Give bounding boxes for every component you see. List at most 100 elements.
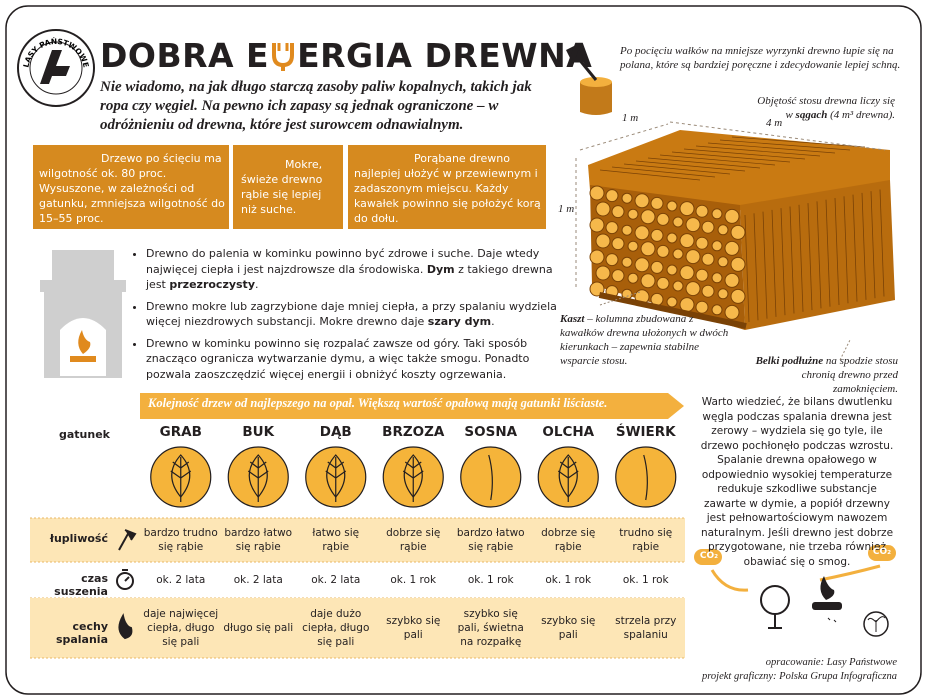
log-end xyxy=(634,225,650,241)
dimension-label: 1 m xyxy=(622,112,639,124)
log-side xyxy=(825,199,831,307)
log-end xyxy=(711,304,723,316)
log-end xyxy=(666,200,678,212)
log-end xyxy=(611,269,625,283)
log-top xyxy=(635,160,746,172)
log-end xyxy=(695,300,709,314)
log-end xyxy=(627,240,639,252)
log-side xyxy=(744,214,750,323)
leaf-icon xyxy=(488,454,493,501)
log-end xyxy=(701,284,715,298)
table-cell: dobrze się rąbie xyxy=(541,527,596,553)
table-cell: ok. 2 lata xyxy=(156,574,206,586)
info-box: Porąbane drewno najlepiej ułożyć w przew… xyxy=(348,145,546,229)
vein xyxy=(325,457,347,502)
log-side xyxy=(771,209,777,317)
log-side xyxy=(762,211,768,319)
hand xyxy=(122,569,130,582)
text-segment: sągach xyxy=(795,109,828,121)
log-end xyxy=(679,201,695,217)
log-end xyxy=(605,253,619,267)
beam xyxy=(598,292,747,330)
row-band xyxy=(30,598,685,658)
log-end xyxy=(717,288,729,300)
flame xyxy=(118,613,133,640)
intro: Nie wiadomo, na jak długo starczą zasoby… xyxy=(100,79,532,133)
title-part: DOBRA E xyxy=(100,36,270,75)
box-text: Mokre, świeże drewno rąbie się lepiej ni… xyxy=(241,158,323,216)
dimension-lines xyxy=(575,121,886,290)
log-end xyxy=(605,221,619,235)
log-end xyxy=(685,249,701,265)
log-end xyxy=(605,189,619,203)
species-name: SOSNA xyxy=(464,424,518,440)
log-end xyxy=(666,296,678,308)
kaszt-note: Kaszt – kolumna zbudowana z kawałków dre… xyxy=(560,312,730,368)
log-top xyxy=(647,157,761,169)
table-cell: ok. 1 rok xyxy=(622,574,669,586)
bullet: Drewno mokre lub zagrzybione daje mniej … xyxy=(146,299,566,330)
log-side xyxy=(780,208,786,316)
log-end xyxy=(650,196,664,210)
log-end xyxy=(730,256,746,272)
species-name: BUK xyxy=(242,424,275,440)
co2-cycle xyxy=(694,545,896,637)
species-name: ŚWIERK xyxy=(615,424,676,440)
log-end xyxy=(621,224,633,236)
table-cell: szybko się pali xyxy=(541,615,596,641)
fact-text: Warto wiedzieć, że bilans dwutlenku węgl… xyxy=(700,396,894,568)
table-cell: łatwo się rąbie xyxy=(312,527,360,553)
text-segment: Kaszt xyxy=(560,313,585,325)
bullet-list: Drewno do palenia w kominku powinno być … xyxy=(130,246,566,388)
log-end xyxy=(589,249,605,265)
log-end xyxy=(666,264,678,276)
leaf-icon xyxy=(325,454,347,502)
table-cell: trudno się rąbie xyxy=(619,527,673,553)
banner-text: Kolejność drzew od najlepszego na opał. … xyxy=(148,396,608,410)
log-end xyxy=(701,252,715,266)
log-end xyxy=(679,265,695,281)
text-segment: . xyxy=(255,278,259,291)
log-end xyxy=(717,256,729,268)
row-band xyxy=(30,518,685,562)
text-segment: Dym xyxy=(426,262,455,276)
log-end xyxy=(724,304,740,320)
log-top xyxy=(671,151,791,163)
row-icon xyxy=(116,569,134,590)
table-cell: ok. 1 rok xyxy=(390,574,437,586)
log-end xyxy=(717,224,729,236)
title: DOBRA E ERGIA DREWNA xyxy=(100,36,592,75)
table-cell: ok. 1 rok xyxy=(545,574,592,586)
log-end xyxy=(685,217,701,233)
leaf-icon xyxy=(557,454,579,502)
row-label: łupliwość xyxy=(49,532,108,545)
log-end xyxy=(640,209,656,225)
log-end xyxy=(595,233,611,249)
log-side xyxy=(879,189,885,297)
pile-top xyxy=(588,130,890,210)
log-end xyxy=(695,236,709,250)
log-end xyxy=(611,205,625,219)
text-segment: Drewno w kominku powinno się rozpalać za… xyxy=(146,336,530,381)
log-side xyxy=(834,197,840,306)
co2-label: CO₂ xyxy=(872,547,892,557)
split-note: Po pocięciu wałków na mniejsze wyrzynki … xyxy=(620,45,901,71)
species-name: OLCHA xyxy=(542,424,595,440)
vein xyxy=(402,457,424,502)
pointers xyxy=(599,291,851,361)
log-end xyxy=(656,212,670,226)
log-end xyxy=(589,217,605,233)
log-end xyxy=(724,208,740,224)
log-top xyxy=(659,154,776,166)
log-end xyxy=(672,248,684,260)
woodpile xyxy=(588,130,895,330)
species-header: gatunek xyxy=(59,428,110,441)
table-cell: daje najwięcej ciepła, długo się pali xyxy=(143,608,219,648)
species-circle xyxy=(460,446,522,508)
log-top xyxy=(611,166,716,178)
log-end xyxy=(650,228,664,242)
log-end xyxy=(627,208,639,220)
text-segment: (4 m³ drewna). xyxy=(827,109,895,121)
log-end xyxy=(621,256,633,268)
